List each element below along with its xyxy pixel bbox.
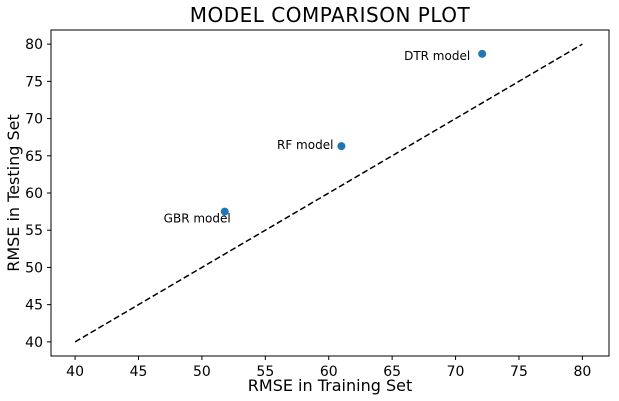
y-tick-label: 60 [25,186,43,202]
x-tick-label: 70 [447,364,465,380]
chart-title: MODEL COMPARISON PLOT [190,3,471,27]
y-tick-label: 50 [25,260,43,276]
y-tick-label: 80 [25,37,43,53]
data-point [478,49,487,58]
x-axis-title: RMSE in Training Set [248,376,412,395]
x-tick-label: 75 [510,364,528,380]
y-tick-label: 65 [25,149,43,165]
y-axis-title: RMSE in Testing Set [4,114,23,272]
x-tick-label: 55 [256,364,274,380]
x-tick-label: 45 [130,364,148,380]
y-tick-label: 75 [25,74,43,90]
y-tick-label: 45 [25,298,43,314]
point-label: GBR model [164,212,231,226]
y-tick-label: 70 [25,112,43,128]
x-tick-label: 50 [193,364,211,380]
plot-area: 40 45 50 55 60 65 70 75 80 40 45 50 55 60 65 70 75 80 DTR … [25,29,610,380]
x-tick-label: 65 [383,364,401,380]
y-tick-label: 40 [25,335,43,351]
data-point [220,207,229,216]
reference-line [74,43,583,343]
x-tick-label: 40 [66,364,84,380]
x-tick-label: 60 [320,364,338,380]
point-label: DTR model [404,49,470,63]
x-tick-label: 80 [573,364,591,380]
point-label: RF model [277,138,333,152]
y-tick-label: 55 [25,223,43,239]
data-point [337,142,346,151]
